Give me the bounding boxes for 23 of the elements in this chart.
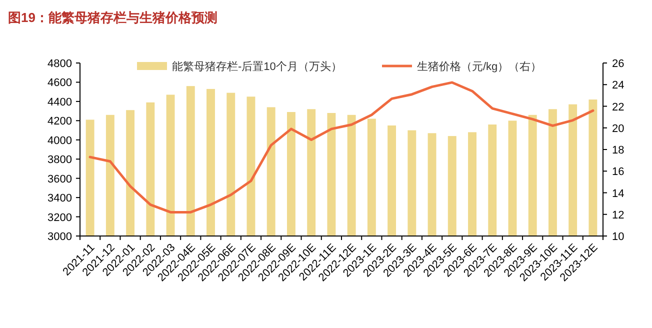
y2-tick-label: 12: [612, 209, 624, 222]
y2-tick-label: 22: [612, 101, 624, 114]
y-tick-label: 3200: [48, 212, 72, 224]
chart-title: 图19：能繁母猪存栏与生猪价格预测: [8, 10, 218, 25]
y2-tick-label: 14: [612, 188, 624, 200]
y-tick-label: 4600: [48, 77, 72, 90]
y-tick-label: 4400: [48, 96, 72, 108]
y2-tick-label: 20: [612, 122, 624, 135]
y-tick-label: 4800: [48, 58, 72, 70]
y-tick-label: 4000: [48, 134, 72, 147]
y2-tick-label: 10: [612, 231, 624, 243]
y-tick-label: 4200: [48, 116, 72, 128]
line-series: [88, 81, 594, 214]
legend-label: 能繁母猪存栏-后置10个月（万头）: [172, 60, 342, 73]
y-tick-label: 3400: [48, 192, 72, 205]
y2-tick-label: 24: [612, 80, 624, 92]
y-tick-label: 3800: [48, 154, 72, 166]
y-tick-label: 3000: [48, 231, 72, 243]
y2-tick-label: 18: [612, 144, 624, 156]
y-tick-label: 3600: [48, 173, 72, 186]
y2-tick-label: 26: [612, 58, 624, 70]
legend-label: 生猪价格（元/kg）（右）: [417, 60, 542, 73]
y2-tick-label: 16: [612, 166, 624, 178]
